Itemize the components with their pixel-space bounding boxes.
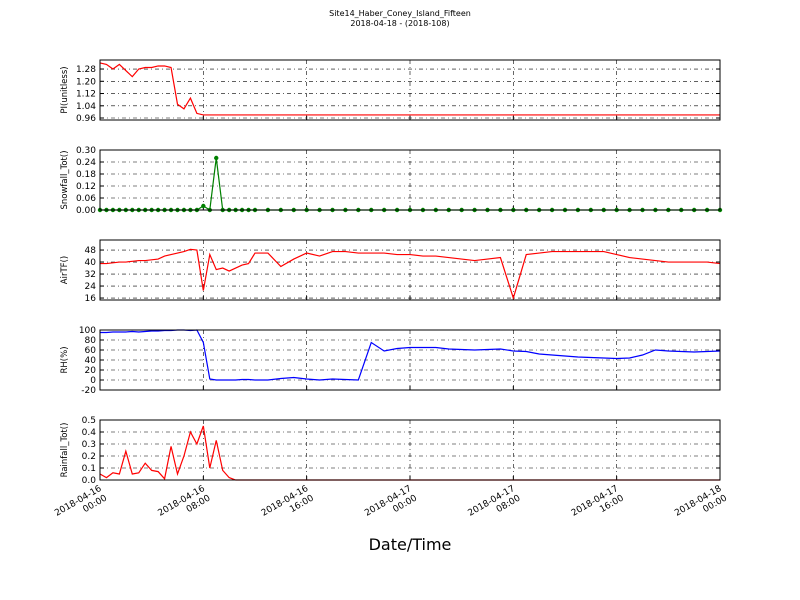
y-tick-label: -20 (81, 386, 96, 396)
y-tick-label: 0.2 (82, 452, 96, 462)
axes-frame (99, 239, 721, 301)
y-tick-label: 0.18 (76, 170, 96, 180)
data-line (99, 62, 720, 116)
y-tick-label: 0.00 (76, 206, 96, 216)
y-tick-label: 0.4 (82, 428, 97, 438)
y-axis-label: AirTF() (60, 256, 70, 284)
y-tick-label: 0.24 (76, 158, 96, 168)
y-tick-label: 60 (85, 346, 97, 356)
y-tick-label: 40 (85, 258, 97, 268)
data-point (214, 155, 219, 161)
y-tick-label: 1.04 (76, 102, 96, 112)
y-tick-label: 20 (85, 366, 97, 376)
x-tick-label: 2018-04-1608:00 (157, 484, 213, 528)
data-line (100, 248, 721, 301)
y-tick-label: 32 (85, 270, 96, 280)
y-tick-label: 0.30 (76, 146, 96, 156)
y-tick-label: 0.12 (76, 182, 96, 192)
y-tick-label: 80 (85, 336, 97, 346)
y-axis-label: PI(unitless) (60, 66, 70, 113)
y-tick-label: 0.06 (76, 194, 96, 204)
y-tick-label: 0.96 (76, 114, 96, 124)
y-tick-label: 24 (85, 282, 97, 292)
y-axis-label: Snowfall_Tot() (60, 150, 70, 209)
y-tick-label: 1.12 (76, 90, 96, 100)
y-tick-label: 0.1 (82, 464, 96, 474)
y-tick-label: 40 (85, 356, 97, 366)
y-tick-label: 1.20 (76, 77, 96, 87)
chart-subtitle: 2018-04-18 - (2018-108) (350, 19, 449, 28)
x-tick-label: 2018-04-1716:00 (570, 484, 626, 528)
axes-frame (99, 149, 721, 211)
axes-frame (99, 419, 721, 481)
y-tick-label: 0 (90, 376, 96, 386)
x-tick-label: 2018-04-1616:00 (260, 484, 316, 528)
x-tick-label: 2018-04-1800:00 (673, 484, 729, 528)
y-tick-label: 0.3 (82, 440, 96, 450)
y-tick-label: 1.28 (76, 65, 96, 75)
x-tick-label: 2018-04-1600:00 (53, 484, 109, 528)
y-axis-label: RH(%) (60, 346, 70, 373)
axes-frame (99, 59, 721, 121)
axes-frame (99, 329, 721, 391)
y-tick-label: 0.5 (82, 416, 96, 426)
data-point (201, 203, 206, 209)
y-axis-label: Rainfall_Tot() (60, 423, 70, 478)
x-tick-label: 2018-04-1708:00 (467, 484, 523, 528)
chart-title: Site14_Haber_Coney_Island_Fifteen (329, 9, 471, 18)
x-axis-label: Date/Time (369, 535, 452, 554)
y-tick-label: 100 (79, 326, 96, 336)
x-tick-label: 2018-04-1700:00 (363, 484, 419, 528)
y-tick-label: 16 (85, 294, 97, 304)
y-tick-label: 48 (85, 246, 97, 256)
y-tick-label: 0.0 (82, 476, 97, 486)
